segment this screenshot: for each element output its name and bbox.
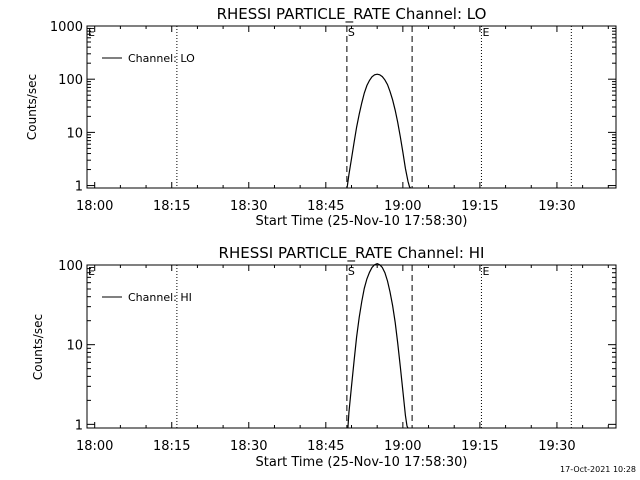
marker-label: E [482, 26, 489, 39]
x-tick-label: 18:00 [76, 199, 113, 214]
panel-lo: RHESSI PARTICLE_RATE Channel: LO E S E 18:00… [25, 5, 617, 229]
panel-hi: RHESSI PARTICLE_RATE Channel: HI E S E 18:00… [31, 244, 617, 470]
series-line [346, 73, 412, 189]
x-tick-label: 19:00 [384, 439, 421, 454]
x-axis-label: Start Time (25-Nov-10 17:58:30) [256, 214, 468, 229]
marker-label: S [348, 26, 355, 39]
y-axis-label: Counts/sec [31, 314, 45, 380]
plot-frame [86, 264, 617, 429]
chart-title: RHESSI PARTICLE_RATE Channel: LO [217, 5, 487, 24]
x-tick-label: 18:00 [76, 439, 113, 454]
marker-label: S [348, 265, 355, 278]
x-tick-label: 18:45 [307, 199, 344, 214]
marker-label: E [482, 265, 489, 278]
x-tick-label: 19:30 [538, 439, 575, 454]
series-line [347, 262, 409, 429]
legend-label: Channel: LO [128, 52, 195, 65]
y-tick-label: 100 [58, 73, 83, 88]
x-axis-label: Start Time (25-Nov-10 17:58:30) [256, 455, 468, 470]
x-tick-label: 19:15 [461, 199, 498, 214]
y-tick-label: 10 [66, 126, 83, 141]
x-tick-label: 18:15 [153, 199, 190, 214]
y-tick-label: 1 [75, 180, 83, 195]
x-tick-label: 19:15 [461, 439, 498, 454]
x-tick-label: 18:15 [153, 439, 190, 454]
x-tick-label: 18:45 [307, 439, 344, 454]
marker-label: E [88, 265, 95, 278]
chart-title: RHESSI PARTICLE_RATE Channel: HI [219, 244, 485, 263]
marker-label: E [88, 26, 95, 39]
x-tick-label: 18:30 [230, 199, 267, 214]
plot-frame [86, 25, 617, 189]
x-tick-label: 18:30 [230, 439, 267, 454]
y-tick-label: 1000 [50, 20, 83, 35]
timestamp-label: 17-Oct-2021 10:28 [560, 465, 636, 474]
legend-label: Channel: HI [128, 291, 192, 304]
x-tick-label: 19:30 [538, 199, 575, 214]
y-tick-label: 100 [58, 259, 83, 274]
y-tick-label: 1 [75, 418, 83, 433]
y-axis-label: Counts/sec [25, 74, 39, 140]
y-tick-label: 10 [66, 339, 83, 354]
x-tick-label: 19:00 [384, 199, 421, 214]
